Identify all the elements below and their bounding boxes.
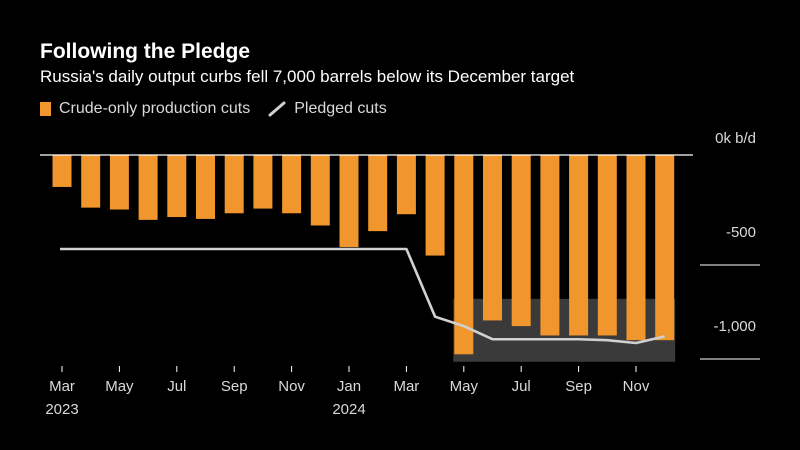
bar-0 <box>52 155 72 187</box>
x-tick-label-3: Sep <box>221 378 248 395</box>
bar-6 <box>224 155 244 214</box>
bar-13 <box>425 155 445 256</box>
x-tick-year-0: 2023 <box>45 401 78 418</box>
legend-label-line: Pledged cuts <box>294 100 387 117</box>
bar-20 <box>626 155 646 341</box>
x-tick-year-5: 2024 <box>332 401 365 418</box>
bar-11 <box>368 155 388 232</box>
x-tick-label-10: Nov <box>623 378 650 395</box>
x-tick-label-6: Mar <box>393 378 419 395</box>
x-tick-label-5: Jan <box>337 378 361 395</box>
bar-1 <box>81 155 101 208</box>
bar-4 <box>167 155 187 218</box>
x-tick-label-9: Sep <box>565 378 592 395</box>
bar-14 <box>454 155 474 355</box>
bar-15 <box>483 155 502 321</box>
y-tick-label-1: -500 <box>726 224 756 241</box>
x-tick-label-0: Mar <box>49 378 75 395</box>
bar-2 <box>109 155 129 210</box>
chart-title: Following the Pledge <box>40 40 250 63</box>
bar-18 <box>569 155 589 336</box>
bar-16 <box>511 155 531 327</box>
bar-9 <box>310 155 330 226</box>
legend-item-line: Pledged cuts <box>268 100 387 118</box>
x-tick-label-1: May <box>105 378 134 395</box>
legend-line-swatch <box>268 101 286 117</box>
bar-17 <box>540 155 560 336</box>
legend-item-bars: Crude-only production cuts <box>40 100 250 118</box>
bar-12 <box>396 155 416 215</box>
y-tick-label-2: -1,000 <box>713 318 756 335</box>
pledged-cuts-line <box>60 247 665 345</box>
legend-label-bars: Crude-only production cuts <box>59 100 251 117</box>
bar-10 <box>339 155 359 248</box>
x-tick-label-4: Nov <box>278 378 305 395</box>
bar-8 <box>282 155 302 214</box>
chart-subtitle: Russia's daily output curbs fell 7,000 b… <box>40 67 575 86</box>
x-tick-label-7: May <box>450 378 479 395</box>
bar-7 <box>253 155 273 209</box>
legend: Crude-only production cuts Pledged cuts <box>40 100 405 118</box>
legend-bar-swatch <box>40 102 51 116</box>
x-tick-label-2: Jul <box>167 378 186 395</box>
y-tick-label-0: 0k b/d <box>715 130 756 147</box>
x-tick-label-8: Jul <box>512 378 531 395</box>
bar-3 <box>138 155 158 220</box>
bar-5 <box>196 155 215 219</box>
bar-21 <box>655 155 675 341</box>
bar-19 <box>597 155 617 336</box>
